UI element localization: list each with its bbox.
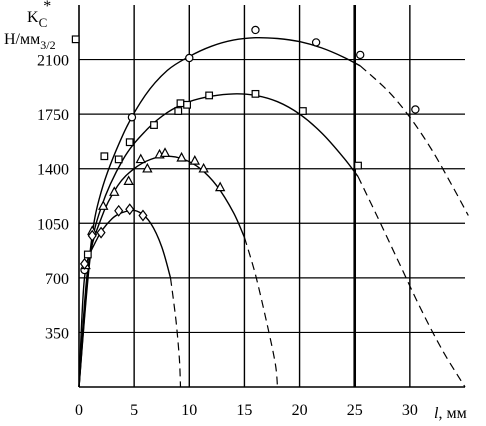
tick-labels: 0 5 10 15 20 25 30 350 700 1050 1400 1750 2100 bbox=[37, 53, 418, 419]
x-tick-label: 5 bbox=[130, 402, 138, 419]
data-point-diamond bbox=[114, 204, 124, 217]
data-point-diamond bbox=[138, 209, 148, 222]
y-axis-symbol-label: KC* bbox=[27, 0, 51, 30]
data-point-square bbox=[176, 99, 185, 108]
y-tick-label: 1750 bbox=[37, 107, 69, 124]
data-point-circle bbox=[311, 38, 321, 47]
y-tick-label: 1050 bbox=[37, 216, 69, 233]
data-point-triangle bbox=[123, 175, 134, 185]
data-point-triangle bbox=[135, 153, 146, 164]
x-tick-label: 25 bbox=[347, 402, 363, 419]
data-point-square bbox=[298, 107, 307, 115]
data-point-circle bbox=[411, 105, 420, 114]
data-point-square bbox=[354, 161, 362, 170]
fit-curve-dashed-square bbox=[357, 176, 466, 387]
data-point-triangle bbox=[176, 151, 187, 162]
data-point-square bbox=[183, 100, 191, 109]
data-point-square bbox=[114, 155, 123, 164]
grid-lines bbox=[79, 5, 465, 387]
y-tick-label: 350 bbox=[45, 325, 69, 342]
data-point-square bbox=[251, 89, 260, 98]
data-point-circle bbox=[251, 25, 260, 35]
y-axis-unit-label: Н/мм3/2 bbox=[4, 31, 56, 52]
data-point-triangle bbox=[142, 162, 153, 173]
data-point-triangle bbox=[214, 181, 226, 192]
x-tick-label: 15 bbox=[236, 402, 252, 419]
data-point-square bbox=[71, 35, 80, 44]
data-point-square bbox=[205, 91, 214, 100]
y-tick-label: 2100 bbox=[37, 53, 69, 70]
data-point-square bbox=[150, 121, 158, 129]
x-axis-label: l, мм bbox=[434, 405, 467, 422]
fit-curve-dashed-circle bbox=[359, 65, 469, 216]
data-point-diamond bbox=[79, 257, 90, 270]
data-point-circle bbox=[185, 53, 194, 63]
fit-curve-dashed-diamond bbox=[169, 277, 182, 387]
data-point-square bbox=[83, 250, 92, 259]
data-markers bbox=[71, 25, 420, 275]
data-point-triangle bbox=[189, 155, 201, 165]
data-point-square bbox=[125, 138, 134, 147]
data-point-circle bbox=[356, 50, 365, 60]
data-point-diamond bbox=[87, 229, 97, 242]
data-point-triangle bbox=[159, 147, 171, 157]
data-point-triangle bbox=[198, 162, 209, 173]
axes bbox=[78, 5, 465, 388]
data-point-triangle bbox=[98, 200, 109, 210]
x-tick-label: 30 bbox=[402, 402, 418, 419]
data-point-diamond bbox=[125, 203, 135, 216]
y-tick-label: 700 bbox=[45, 271, 69, 288]
x-tick-label: 10 bbox=[181, 402, 197, 419]
fit-curve-dashed-triangle bbox=[243, 237, 279, 387]
y-tick-label: 1400 bbox=[37, 162, 69, 179]
data-point-square bbox=[100, 152, 109, 161]
data-point-diamond bbox=[96, 226, 106, 239]
x-tick-label: 0 bbox=[75, 402, 83, 419]
data-point-square bbox=[174, 107, 183, 115]
x-tick-label: 20 bbox=[292, 402, 308, 419]
data-point-triangle bbox=[109, 186, 120, 196]
data-point-circle bbox=[127, 113, 137, 122]
